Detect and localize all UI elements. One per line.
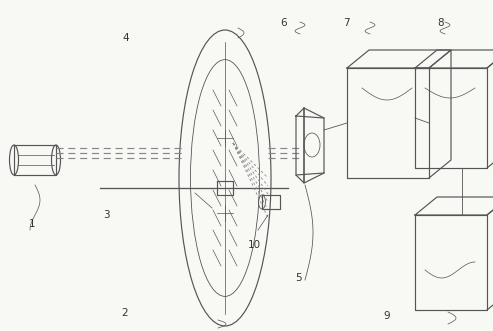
Text: 5: 5 — [295, 273, 301, 283]
Text: 7: 7 — [343, 18, 350, 28]
Text: 10: 10 — [247, 240, 261, 250]
Text: 6: 6 — [281, 18, 287, 28]
Text: 3: 3 — [103, 210, 109, 220]
Text: 2: 2 — [122, 308, 128, 318]
Text: 8: 8 — [438, 18, 444, 28]
Text: 1: 1 — [29, 219, 35, 229]
Text: 9: 9 — [384, 311, 390, 321]
Text: 4: 4 — [123, 33, 129, 43]
